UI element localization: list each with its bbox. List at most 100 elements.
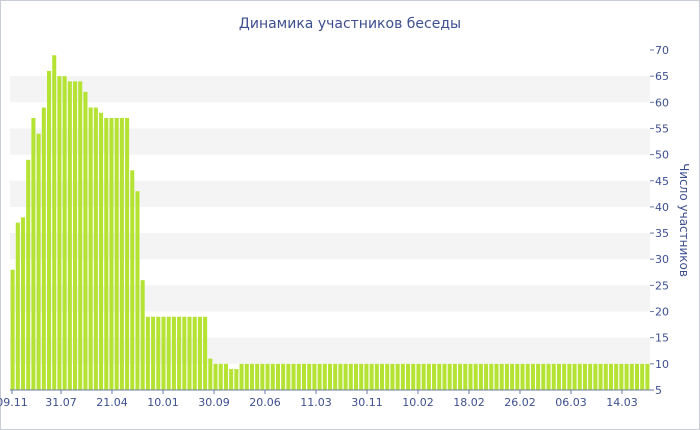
bar [541,363,546,390]
bar [629,363,634,390]
bar [582,363,587,390]
bar [390,363,395,390]
y-tick-label: 70 [655,44,669,57]
x-tick-label: 21.04 [96,396,128,409]
bar [213,363,218,390]
bar [161,316,166,390]
y-tick-label: 25 [655,279,669,292]
bar [426,363,431,390]
bar [478,363,483,390]
bar [197,316,202,390]
bar [359,363,364,390]
bar [473,363,478,390]
bar [223,363,228,390]
bar [536,363,541,390]
bar [156,316,161,390]
bar [36,133,41,390]
bar [619,363,624,390]
bar [281,363,286,390]
bar [489,363,494,390]
bar [151,316,156,390]
bar [437,363,442,390]
y-tick-label: 15 [655,332,669,345]
bar [510,363,515,390]
x-tick-label: 10.01 [147,396,179,409]
bar [645,363,650,390]
bar [73,81,78,390]
y-tick-label: 10 [655,358,669,371]
bar [47,70,52,391]
bar [499,363,504,390]
bar [171,316,176,390]
y-tick-label: 55 [655,122,669,135]
bar [187,316,192,390]
bar [624,363,629,390]
y-tick-label: 30 [655,253,669,266]
bar [93,107,98,390]
bar [546,363,551,390]
bar [203,316,208,390]
bar [135,191,140,390]
bar [255,363,260,390]
bar [239,363,244,390]
y-tick-label: 20 [655,306,669,319]
bar [567,363,572,390]
x-axis-ticks: 09.11 31.07 21.04 10.01 30.09 20.06 11.03 30.11… [0,390,638,409]
bar [406,363,411,390]
bar [572,363,577,390]
bar [442,363,447,390]
bar [468,363,473,390]
y-tick-label: 5 [655,384,662,397]
chart-title: Динамика участников беседы [239,16,461,32]
x-tick-label: 14.03 [606,396,638,409]
bar [286,363,291,390]
bar [125,118,130,390]
bar [26,159,31,390]
bar [114,118,119,390]
bar [41,107,46,390]
bar [109,118,114,390]
bar [447,363,452,390]
bar [249,363,254,390]
bar [452,363,457,390]
y-tick-label: 50 [655,149,669,162]
bar [166,316,171,390]
bar [333,363,338,390]
bar [301,363,307,390]
bar [520,363,525,390]
bar [369,363,374,390]
bar [551,363,556,390]
bar [525,363,530,390]
bar [411,363,416,390]
bar [530,363,535,390]
bar [416,363,421,390]
x-tick-label: 18.02 [453,396,485,409]
bar [504,363,509,390]
y-axis-ticks: 5 10 15 20 25 30 35 40 45 50 55 60 65 70 [650,44,669,397]
x-tick-label: 10.02 [402,396,434,409]
bar [99,112,104,391]
bar [145,316,150,390]
bar [338,363,343,390]
bar [317,363,322,390]
bar [421,363,426,390]
bar [640,363,645,390]
y-tick-label: 40 [655,201,669,214]
bar [218,363,223,390]
bar [229,369,234,390]
bar [83,91,88,390]
bar [192,316,197,390]
bar [588,363,593,390]
bar [177,316,182,390]
bar [562,363,567,390]
x-tick-label: 30.09 [198,396,230,409]
x-tick-label: 30.11 [351,396,383,409]
x-tick-label: 20.06 [249,396,281,409]
bar [265,363,270,390]
bar [374,363,379,390]
bar [458,363,463,390]
bar [57,76,62,391]
x-tick-label: 09.11 [0,396,28,409]
y-tick-label: 35 [655,227,669,240]
